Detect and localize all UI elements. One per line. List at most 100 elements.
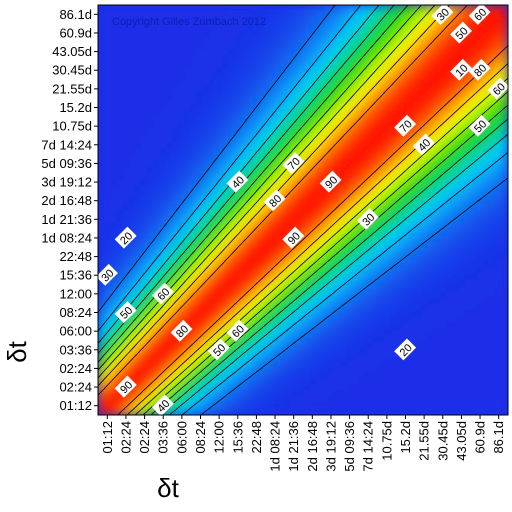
heatmap-cell [352,141,360,149]
heatmap-cell [383,135,391,143]
y-axis-ticks: 01:1202:2402:2403:3606:0008:2412:0015:36… [41,7,98,413]
heatmap-cell [340,383,348,391]
heatmap-cell [234,203,242,211]
heatmap-cell [247,265,254,273]
heatmap-cell [278,290,285,298]
heatmap-cell [191,123,198,130]
x-axis-label: δt [157,473,179,503]
heatmap-cell [234,29,242,37]
heatmap-cell [427,85,435,93]
heatmap-cell [228,278,236,286]
heatmap-cell [495,272,503,279]
heatmap-cell [321,36,329,43]
heatmap-cell [296,104,304,112]
heatmap-cell [427,11,435,19]
heatmap-cell [253,36,261,43]
heatmap-cell [414,303,422,310]
heatmap-cell [334,259,341,267]
heatmap-cell [110,296,118,304]
heatmap-cell [303,116,310,124]
heatmap-cell [265,253,273,261]
heatmap-cell [278,303,285,310]
heatmap-cell [209,172,217,180]
heatmap-cell [135,265,143,273]
heatmap-cell [383,340,391,348]
heatmap-cell [464,222,472,230]
heatmap-cell [303,396,310,404]
heatmap-cell [303,377,310,385]
heatmap-cell [160,185,167,192]
heatmap-cell [278,352,285,360]
heatmap-cell [278,216,285,224]
heatmap-cell [464,73,472,81]
heatmap-cell [458,54,466,62]
heatmap-cell [184,408,192,415]
heatmap-cell [383,278,391,286]
heatmap-cell [458,48,466,56]
heatmap-cell [197,234,205,242]
heatmap-cell [228,377,236,385]
heatmap-cell [271,67,279,74]
heatmap-cell [271,48,279,56]
heatmap-cell [421,79,428,87]
heatmap-cell [346,23,354,31]
heatmap-cell [489,36,497,43]
heatmap-cell [427,191,435,199]
heatmap-cell [389,272,397,279]
heatmap-cell [197,197,205,205]
heatmap-cell [116,222,124,230]
heatmap-cell [309,321,317,329]
heatmap-cell [197,203,205,211]
heatmap-cell [290,284,298,292]
heatmap-cell [408,365,416,373]
heatmap-cell [396,197,403,205]
heatmap-cell [365,321,372,329]
heatmap-cell [116,85,124,93]
heatmap-cell [104,11,112,19]
heatmap-cell [321,154,329,161]
heatmap-cell [240,104,248,112]
heatmap-cell [408,73,416,81]
heatmap-cell [470,228,478,236]
heatmap-cell [147,154,155,161]
heatmap-cell [240,36,248,43]
heatmap-cell [476,222,484,230]
heatmap-cell [346,98,354,105]
heatmap-cell [445,272,453,279]
heatmap-cell [184,23,192,31]
heatmap-cell [383,17,391,25]
heatmap-cell [489,371,497,379]
heatmap-cell [191,147,198,155]
heatmap-cell [234,346,242,354]
heatmap-cell [483,278,490,286]
heatmap-cell [240,48,248,56]
heatmap-cell [365,408,372,415]
heatmap-cell [321,383,329,391]
heatmap-cell [166,365,174,373]
heatmap-cell [129,321,136,329]
heatmap-cell [464,296,472,304]
heatmap-cell [408,241,416,248]
heatmap-cell [433,185,441,192]
heatmap-cell [352,91,360,99]
heatmap-cell [253,203,261,211]
heatmap-cell [153,98,161,105]
heatmap-cell [240,17,248,25]
heatmap-cell [470,154,478,161]
heatmap-cell [303,79,310,87]
heatmap-cell [445,203,453,211]
heatmap-cell [228,123,236,130]
heatmap-cell [315,197,323,205]
heatmap-cell [147,11,155,19]
heatmap-cell [321,234,329,242]
heatmap-cell [222,29,230,37]
heatmap-cell [377,228,385,236]
heatmap-cell [365,383,372,391]
heatmap-cell [371,352,379,360]
heatmap-cell [445,17,453,25]
heatmap-cell [240,265,248,273]
heatmap-cell [489,11,497,19]
heatmap-cell [321,328,329,335]
heatmap-cell [445,73,453,81]
heatmap-cell [259,303,267,310]
